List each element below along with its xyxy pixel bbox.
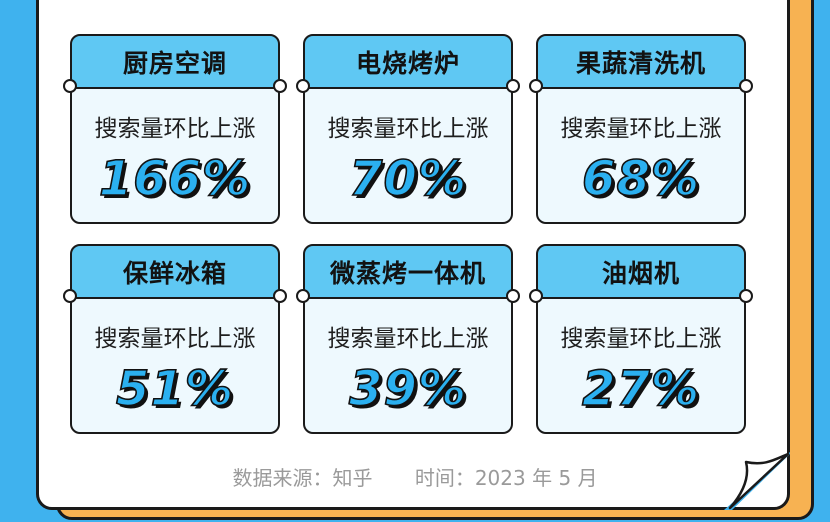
card-body: 搜索量环比上涨 27% bbox=[536, 297, 746, 434]
card-fruit-washer: 果蔬清洗机 搜索量环比上涨 68% bbox=[529, 34, 753, 224]
card-body: 搜索量环比上涨 70% bbox=[303, 87, 513, 224]
notch-left bbox=[63, 79, 77, 93]
notch-right bbox=[739, 79, 753, 93]
card-body: 搜索量环比上涨 166% bbox=[70, 87, 280, 224]
notch-right bbox=[739, 289, 753, 303]
card-body: 搜索量环比上涨 51% bbox=[70, 297, 280, 434]
card-subtitle: 搜索量环比上涨 bbox=[327, 116, 489, 142]
card-subtitle: 搜索量环比上涨 bbox=[560, 116, 722, 142]
card-kitchen-ac: 厨房空调 搜索量环比上涨 166% bbox=[63, 34, 287, 224]
card-title: 厨房空调 bbox=[70, 34, 280, 90]
footer: 数据来源：知乎 时间：2023 年 5 月 bbox=[0, 462, 830, 491]
card-subtitle: 搜索量环比上涨 bbox=[560, 326, 722, 352]
notch-right bbox=[273, 289, 287, 303]
notch-left bbox=[529, 289, 543, 303]
card-subtitle: 搜索量环比上涨 bbox=[94, 116, 256, 142]
notch-right bbox=[506, 289, 520, 303]
card-value: 166% bbox=[98, 150, 252, 208]
card-title: 果蔬清洗机 bbox=[536, 34, 746, 90]
card-steam-oven: 微蒸烤一体机 搜索量环比上涨 39% bbox=[296, 244, 520, 434]
card-title: 油烟机 bbox=[536, 244, 746, 300]
card-subtitle: 搜索量环比上涨 bbox=[94, 326, 256, 352]
card-body: 搜索量环比上涨 68% bbox=[536, 87, 746, 224]
card-title: 保鲜冰箱 bbox=[70, 244, 280, 300]
footer-time: 时间：2023 年 5 月 bbox=[414, 466, 598, 490]
card-fresh-fridge: 保鲜冰箱 搜索量环比上涨 51% bbox=[63, 244, 287, 434]
card-value: 39% bbox=[348, 360, 467, 418]
notch-left bbox=[296, 289, 310, 303]
card-title: 微蒸烤一体机 bbox=[303, 244, 513, 300]
notch-right bbox=[273, 79, 287, 93]
card-electric-grill: 电烧烤炉 搜索量环比上涨 70% bbox=[296, 34, 520, 224]
card-value: 68% bbox=[581, 150, 700, 208]
footer-source: 数据来源：知乎 bbox=[232, 466, 373, 490]
card-subtitle: 搜索量环比上涨 bbox=[327, 326, 489, 352]
notch-right bbox=[506, 79, 520, 93]
notch-left bbox=[63, 289, 77, 303]
page-curl-icon bbox=[724, 452, 790, 510]
card-value: 70% bbox=[348, 150, 467, 208]
card-range-hood: 油烟机 搜索量环比上涨 27% bbox=[529, 244, 753, 434]
card-value: 27% bbox=[581, 360, 700, 418]
card-body: 搜索量环比上涨 39% bbox=[303, 297, 513, 434]
card-value: 51% bbox=[115, 360, 234, 418]
notch-left bbox=[529, 79, 543, 93]
card-title: 电烧烤炉 bbox=[303, 34, 513, 90]
notch-left bbox=[296, 79, 310, 93]
